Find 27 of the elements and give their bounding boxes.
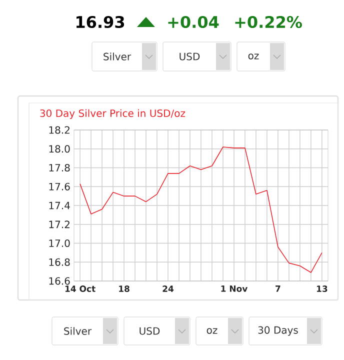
- x-tick-label: 18: [119, 286, 130, 292]
- text: +0.22%: [235, 16, 302, 28]
- y-tick-label: 17.6: [49, 182, 70, 190]
- x-tick-label: 7: [276, 286, 280, 292]
- y-tick-label: 17.2: [49, 220, 70, 228]
- text: 16.93: [76, 16, 124, 28]
- text: Silver: [104, 52, 132, 60]
- x-tick-label: 13: [316, 286, 328, 292]
- text: USD: [140, 327, 160, 335]
- x-tick-label: 24: [162, 286, 174, 292]
- y-tick-label: 18.2: [49, 126, 70, 134]
- text: oz: [248, 54, 259, 60]
- x-tick-label: 1 Nov: [221, 286, 248, 292]
- x-tick-label: 14 Oct: [65, 286, 96, 292]
- line-series: [80, 146, 322, 273]
- y-tick-label: 16.6: [49, 277, 70, 285]
- text: USD: [180, 52, 200, 60]
- y-tick-label: 17.8: [49, 164, 70, 172]
- y-tick-label: 17.0: [49, 239, 70, 248]
- text: +0.04: [168, 16, 219, 28]
- y-tick-label: 17.4: [49, 202, 70, 210]
- text: Silver: [64, 327, 92, 335]
- y-tick-label: 18.0: [49, 145, 70, 153]
- text: oz: [206, 328, 218, 334]
- chart-title: 30 Day Silver Price in USD/oz: [40, 109, 186, 119]
- y-tick-label: 16.8: [49, 258, 70, 266]
- text: 30 Days: [258, 326, 298, 336]
